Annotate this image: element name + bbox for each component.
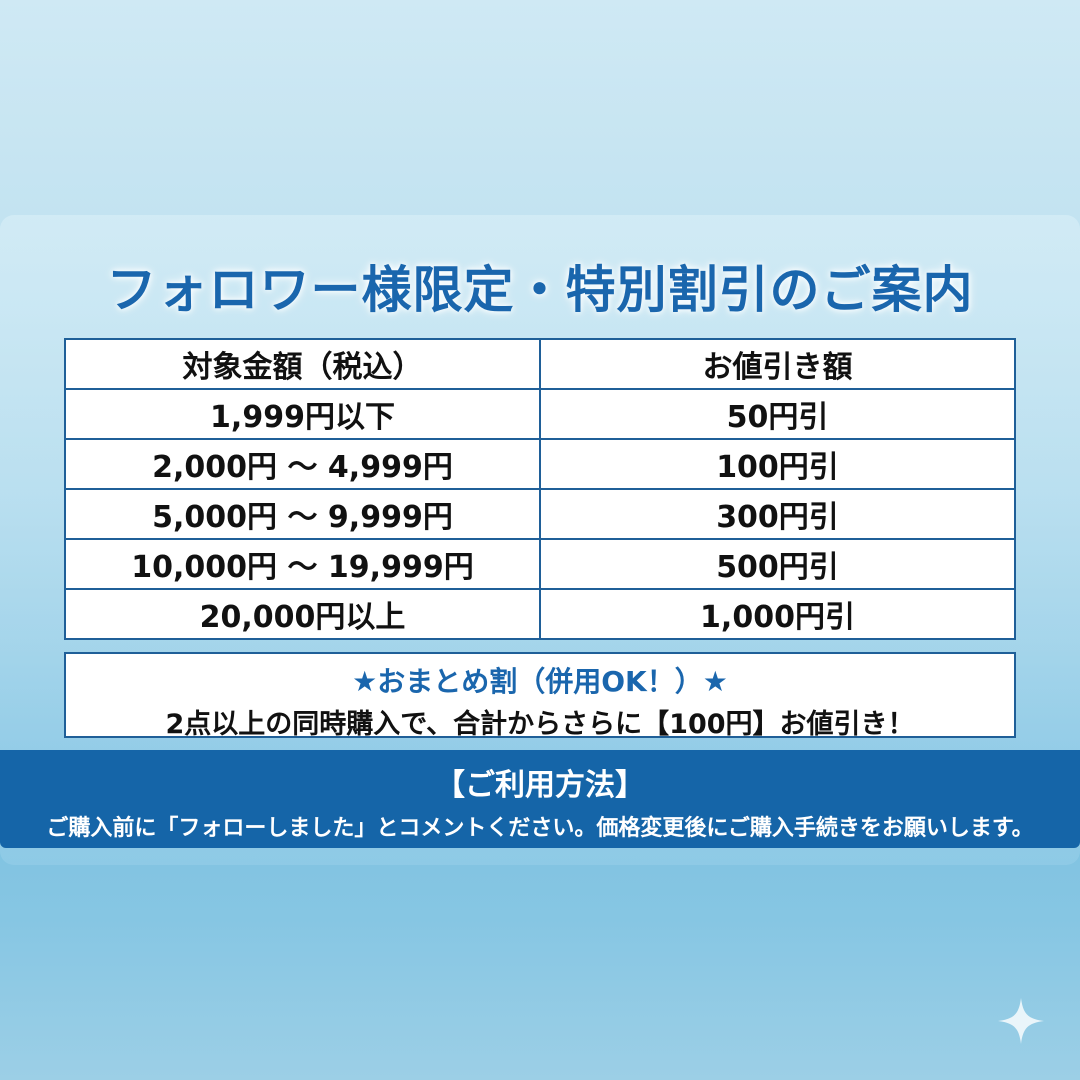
amount-cell: 5,000円 ～ 9,999円 [64,488,541,540]
usage-heading: 【ご利用方法】 [435,768,645,803]
amount-cell: 20,000円以上 [64,588,541,640]
table-row: 5,000円 ～ 9,999円 300円引 [64,488,1016,540]
amount-cell: 1,999円以下 [64,388,541,440]
table-row: 1,999円以下 50円引 [64,388,1016,440]
usage-banner: 【ご利用方法】 ご購入前に「フォローしました」とコメントください。価格変更後にご… [0,750,1080,848]
bundle-text: 2点以上の同時購入で、合計からさらに【100円】お値引き！ [165,709,915,740]
page-title: フォロワー様限定・特別割引のご案内 [106,261,974,319]
bundle-heading: ★おまとめ割（併用OK！）★ [352,665,728,698]
table-header-row: 対象金額（税込） お値引き額 [64,338,1016,390]
sparkle-icon [998,998,1044,1044]
header-discount: お値引き額 [539,338,1016,390]
discount-cell: 300円引 [539,488,1016,540]
discount-cell: 50円引 [539,388,1016,440]
table-row: 10,000円 ～ 19,999円 500円引 [64,538,1016,590]
discount-cell: 100円引 [539,438,1016,490]
header-amount: 対象金額（税込） [64,338,541,390]
table-row: 20,000円以上 1,000円引 [64,588,1016,640]
discount-cell: 500円引 [539,538,1016,590]
discount-cell: 1,000円引 [539,588,1016,640]
bundle-discount-box: ★おまとめ割（併用OK！）★ 2点以上の同時購入で、合計からさらに【100円】お… [64,652,1016,740]
amount-cell: 2,000円 ～ 4,999円 [64,438,541,490]
discount-table: 対象金額（税込） お値引き額 1,999円以下 50円引 2,000円 ～ 4,9… [64,338,1016,640]
table-row: 2,000円 ～ 4,999円 100円引 [64,438,1016,490]
amount-cell: 10,000円 ～ 19,999円 [64,538,541,590]
usage-text: ご購入前に「フォローしました」とコメントください。価格変更後にご購入手続きをお願… [46,816,1034,841]
